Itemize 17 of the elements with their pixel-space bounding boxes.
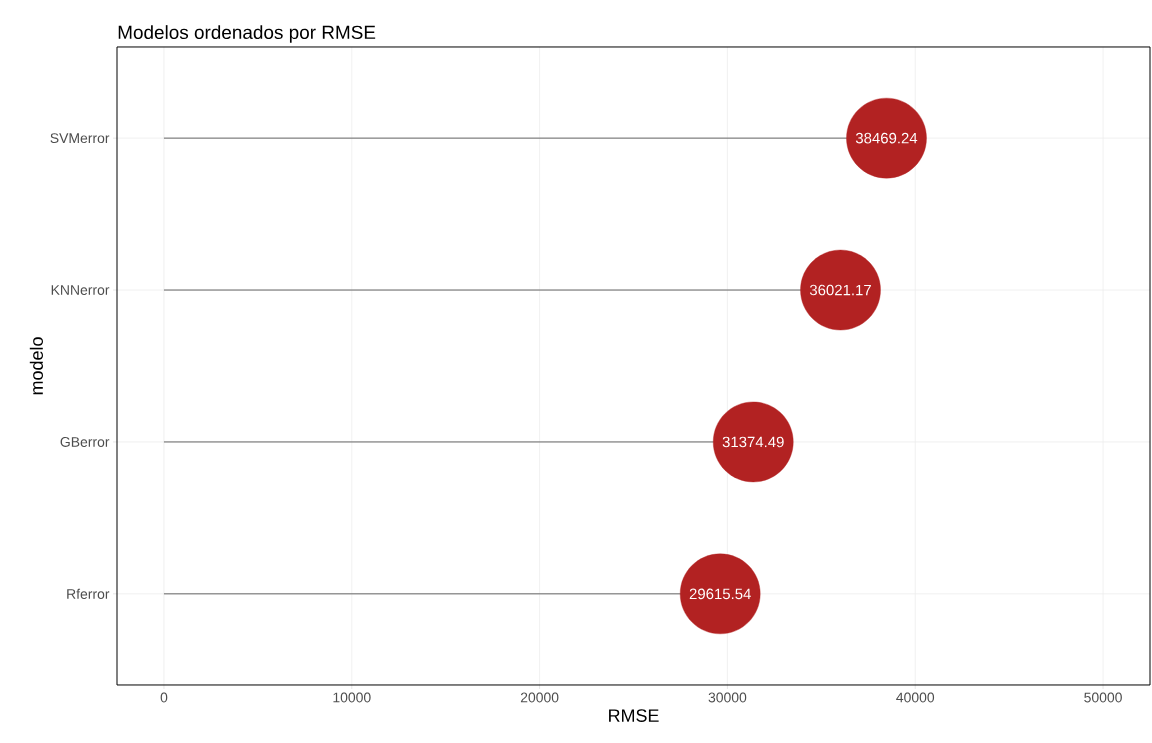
y-tick-label: SVMerror: [50, 133, 110, 144]
data-label: 31374.49: [722, 436, 784, 448]
x-tick-label: 30000: [708, 692, 747, 703]
y-tick-label: GBerror: [60, 436, 110, 447]
y-tick-label: KNNerror: [51, 285, 110, 295]
data-label: 38469.24: [855, 132, 918, 144]
y-tick-label: Rferror: [67, 588, 110, 599]
x-tick-label: 20000: [520, 692, 559, 703]
x-tick-label: 40000: [896, 692, 935, 703]
data-label: 29615.54: [689, 588, 751, 600]
x-axis-title: RMSE: [609, 709, 659, 722]
x-tick-label: 0: [160, 692, 168, 703]
x-tick-label: 10000: [333, 692, 371, 703]
x-tick-label: 50000: [1084, 692, 1122, 703]
chart-title: Modelos ordenados por RMSE: [118, 25, 376, 43]
y-axis-title: modelo: [29, 337, 43, 395]
data-label: 36021.17: [809, 284, 871, 296]
